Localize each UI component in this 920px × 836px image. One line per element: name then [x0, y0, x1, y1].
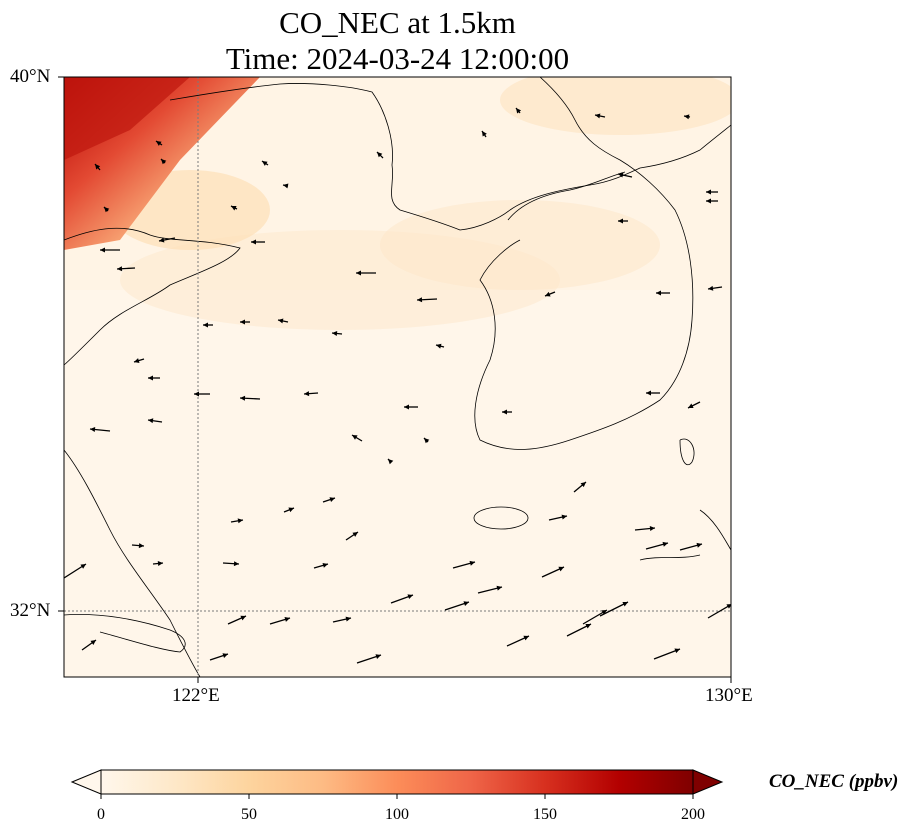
lon-tick-label-122: 122°E [172, 685, 220, 706]
tick-marks [58, 76, 732, 683]
wind-arrow-head [595, 113, 601, 119]
wind-arrow-head [203, 322, 208, 328]
wind-arrow-head [240, 319, 245, 325]
colorbar-tick-50: 50 [241, 806, 257, 823]
wind-arrow-head [80, 564, 86, 569]
wind-arrow-head [262, 161, 268, 166]
wind-arrow-head [90, 640, 96, 645]
map-frame [63, 76, 732, 678]
wind-arrow-head [674, 648, 680, 654]
wind-arrow-head [436, 343, 442, 349]
wind-arrow-head [622, 602, 628, 607]
wind-arrow-head [352, 532, 358, 537]
colorbar-tick-200: 200 [681, 806, 705, 823]
wind-arrow-head [156, 141, 162, 146]
wind-arrow-head [708, 285, 714, 291]
wind-arrow-head [352, 435, 358, 440]
wind-arrow-head [424, 438, 430, 444]
map-title-line1: CO_NEC at 1.5km [279, 5, 516, 40]
wind-arrow-head [138, 543, 144, 549]
lon-tick-label-130: 130°E [705, 685, 753, 706]
wind-arrow-head [237, 518, 243, 524]
wind-arrow-shaft [599, 601, 629, 617]
colorbar [70, 769, 724, 799]
wind-arrow-head [329, 497, 335, 502]
wind-arrow-head [222, 653, 228, 658]
wind-arrow-head [388, 459, 394, 465]
wind-arrow-head [304, 391, 310, 397]
concentration-field [64, 77, 731, 677]
wind-arrow-head [90, 427, 96, 432]
wind-arrow-head [601, 610, 607, 615]
wind-arrow-head [696, 542, 702, 548]
wind-arrow-head [148, 418, 154, 424]
colorbar-extend-min [70, 769, 102, 795]
wind-arrow-head [545, 291, 551, 297]
map-title-line2: Time: 2024-03-24 12:00:00 [225, 41, 570, 76]
wind-arrow-head [561, 514, 567, 520]
lat-tick-label-32: 32°N [10, 600, 51, 621]
wind-arrow-head [157, 561, 163, 566]
wind-arrow-head [417, 297, 423, 303]
wind-arrow-head [684, 114, 690, 120]
wind-arrow-head [688, 403, 694, 408]
wind-arrow-head [502, 409, 507, 415]
wind-arrow-head [407, 594, 413, 600]
wind-arrow-head [117, 266, 123, 272]
wind-arrow-head [322, 562, 328, 568]
coastlines [64, 77, 731, 677]
wind-arrow-head [706, 189, 711, 195]
wind-arrow-head [240, 395, 246, 401]
wind-arrow-head [95, 164, 101, 170]
colorbar-tick-100: 100 [385, 806, 409, 823]
lat-tick-label-40: 40°N [10, 66, 51, 87]
wind-arrow-head [104, 207, 110, 213]
wind-arrow-head [345, 616, 351, 622]
gridlines [64, 77, 731, 677]
wind-arrow-head [194, 391, 199, 397]
wind-arrow-head [161, 159, 167, 165]
colorbar-tick-150: 150 [533, 806, 557, 823]
colorbar-extend-max [692, 769, 724, 795]
wind-arrow-head [148, 375, 153, 381]
wind-arrow-head [231, 206, 237, 211]
wind-arrow-head [516, 108, 522, 114]
wind-arrow-head [646, 390, 651, 396]
wind-arrow-head [288, 507, 294, 513]
wind-arrow-head [656, 290, 661, 296]
wind-arrow-head [240, 615, 246, 621]
wind-arrow-head [100, 247, 105, 253]
wind-vectors [64, 107, 731, 664]
wind-arrow-head [278, 318, 284, 324]
wind-arrow-head [332, 331, 338, 336]
wind-arrow-head [356, 270, 361, 276]
wind-arrow-head [558, 566, 564, 572]
wind-arrow-head [377, 152, 383, 158]
wind-arrow-head [618, 218, 623, 224]
wind-arrow-head [469, 560, 475, 566]
wind-arrow-head [134, 358, 140, 363]
wind-arrow-head [283, 183, 289, 189]
wind-arrow-head [580, 482, 586, 488]
wind-arrow-head [482, 131, 487, 137]
wind-arrow-head [159, 237, 165, 243]
wind-arrow-head [404, 404, 409, 410]
wind-arrow-head [496, 585, 502, 591]
wind-arrow-head [706, 198, 711, 204]
wind-arrow-head [284, 617, 290, 622]
wind-arrow-head [523, 635, 529, 641]
wind-arrow-head [375, 654, 381, 659]
wind-arrow-head [618, 172, 624, 178]
wind-arrow-head [585, 624, 591, 629]
colorbar-gradient [100, 769, 694, 795]
colorbar-title: CO_NEC (ppbv) [769, 771, 899, 792]
colorbar-tick-0: 0 [97, 806, 105, 823]
wind-arrow-head [662, 541, 668, 547]
wind-arrow-head [726, 604, 731, 609]
wind-arrow-head [649, 526, 655, 531]
wind-arrow-head [251, 239, 256, 245]
wind-arrow-head [463, 601, 469, 606]
wind-arrow-head [233, 561, 239, 567]
